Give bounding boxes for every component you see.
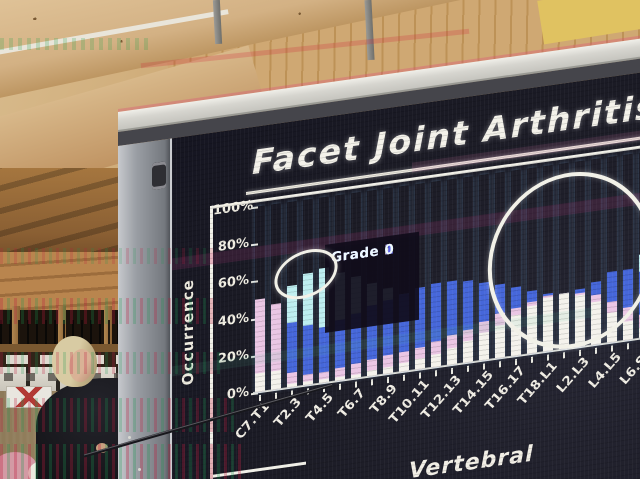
camera-artifact-band [0, 248, 215, 264]
camera-artifact-band [0, 398, 235, 432]
legend-entry: Grade 0 [331, 241, 395, 267]
legend: Grade 3 Grade 2 Grade 1 Grade 0 [325, 231, 419, 333]
jacket-button [128, 436, 131, 439]
presenter-head [52, 336, 97, 387]
camera-artifact-band [0, 352, 220, 374]
jump-cross-poles [7, 387, 51, 407]
arena-jump [6, 386, 52, 408]
camera-artifact-band [0, 298, 215, 324]
small-sign [6, 355, 28, 364]
camera-artifact-band [0, 38, 150, 50]
camera-artifact-band [0, 444, 245, 479]
frame-latch [152, 161, 166, 191]
jacket-button [138, 468, 141, 471]
